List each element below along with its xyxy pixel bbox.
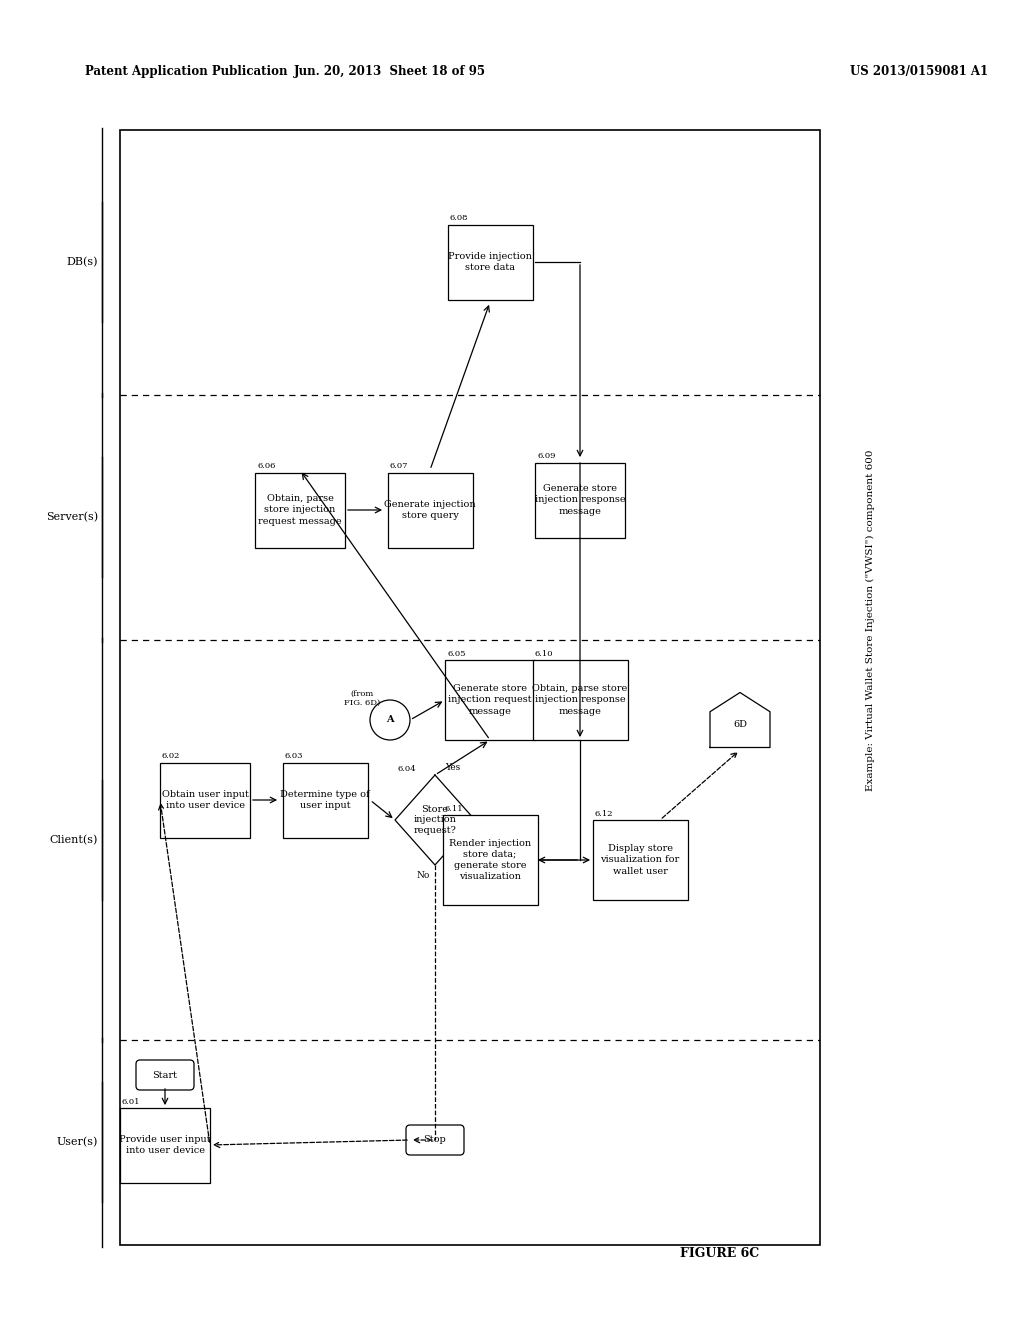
Text: 6.07: 6.07 [389,462,408,470]
FancyBboxPatch shape [136,1060,194,1090]
Text: Jun. 20, 2013  Sheet 18 of 95: Jun. 20, 2013 Sheet 18 of 95 [294,65,486,78]
Text: Generate store
injection response
message: Generate store injection response messag… [535,484,626,516]
FancyBboxPatch shape [535,462,625,537]
Circle shape [370,700,410,741]
Text: Generate injection
store query: Generate injection store query [384,500,476,520]
Text: 6.04: 6.04 [397,766,416,774]
Text: 6.12: 6.12 [595,810,613,818]
Text: US 2013/0159081 A1: US 2013/0159081 A1 [850,65,988,78]
Text: 6D: 6D [733,721,746,730]
Text: Render injection
store data;
generate store
visualization: Render injection store data; generate st… [449,838,531,882]
Text: Store
injection
request?: Store injection request? [414,805,457,836]
FancyBboxPatch shape [593,820,687,900]
Text: Display store
visualization for
wallet user: Display store visualization for wallet u… [600,845,680,875]
Bar [120,129,820,1245]
Text: 6.05: 6.05 [447,649,466,657]
Text: 6.08: 6.08 [450,214,468,223]
FancyBboxPatch shape [387,473,472,548]
Text: Start: Start [153,1071,177,1080]
FancyBboxPatch shape [532,660,628,741]
FancyBboxPatch shape [442,814,538,906]
Text: Patent Application Publication: Patent Application Publication [85,65,288,78]
Text: DB(s): DB(s) [67,257,98,267]
Polygon shape [710,693,770,747]
Polygon shape [395,775,475,865]
Text: Server(s): Server(s) [46,512,98,523]
Text: Obtain, parse
store injection
request message: Obtain, parse store injection request me… [258,495,342,525]
Text: 6.10: 6.10 [535,649,553,657]
Text: Determine type of
user input: Determine type of user input [281,789,370,810]
Text: (from
FIG. 6D): (from FIG. 6D) [344,690,380,708]
Text: Yes: Yes [445,763,461,771]
Text: Provide injection
store data: Provide injection store data [449,252,531,272]
Text: 6.11: 6.11 [444,805,463,813]
Text: 6.01: 6.01 [122,1097,140,1106]
Text: Example: Virtual Wallet Store Injection ("VWSI") component 600: Example: Virtual Wallet Store Injection … [865,449,874,791]
FancyBboxPatch shape [283,763,368,837]
FancyBboxPatch shape [160,763,250,837]
Text: 6.06: 6.06 [257,462,275,470]
Text: FIGURE 6C: FIGURE 6C [680,1247,759,1261]
Text: 6.02: 6.02 [162,752,180,760]
Text: No: No [417,870,430,879]
Text: Stop: Stop [424,1135,446,1144]
FancyBboxPatch shape [120,1107,210,1183]
Text: Generate store
injection request
message: Generate store injection request message [449,684,531,715]
FancyBboxPatch shape [255,473,345,548]
FancyBboxPatch shape [445,660,535,741]
Text: 6.09: 6.09 [537,453,555,461]
Text: Client(s): Client(s) [49,834,98,845]
Text: 6.03: 6.03 [285,752,303,760]
Text: User(s): User(s) [56,1137,98,1147]
Text: Obtain user input
into user device: Obtain user input into user device [162,789,249,810]
FancyBboxPatch shape [447,224,532,300]
FancyBboxPatch shape [406,1125,464,1155]
Text: Provide user input
into user device: Provide user input into user device [119,1135,211,1155]
Text: Obtain, parse store
injection response
message: Obtain, parse store injection response m… [532,684,628,715]
Text: A: A [386,715,394,725]
